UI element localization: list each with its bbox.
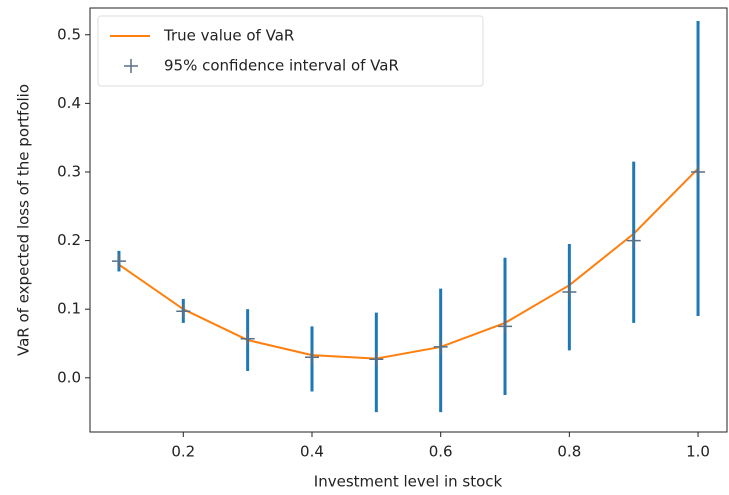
marker xyxy=(176,304,191,319)
marker xyxy=(433,339,448,354)
legend-label: 95% confidence interval of VaR xyxy=(164,57,399,75)
y-tick-label: 0.0 xyxy=(57,368,81,386)
y-tick-label: 0.1 xyxy=(57,300,81,318)
legend-marker xyxy=(124,59,138,73)
marker xyxy=(111,254,126,269)
marker xyxy=(369,352,384,367)
marker xyxy=(304,350,319,365)
marker xyxy=(498,319,513,334)
x-tick-label: 0.8 xyxy=(557,443,581,461)
y-tick-label: 0.3 xyxy=(57,162,81,180)
y-tick-label: 0.5 xyxy=(57,25,81,43)
x-tick-label: 1.0 xyxy=(686,443,710,461)
legend-box xyxy=(97,15,484,87)
line-series xyxy=(118,167,699,360)
x-tick-label: 0.2 xyxy=(171,443,195,461)
marker xyxy=(626,233,641,248)
y-axis-label: VaR of expected loss of the portfolio xyxy=(15,84,33,356)
marker xyxy=(562,285,577,300)
marker xyxy=(691,164,706,179)
x-axis-label: Investment level in stock xyxy=(314,473,503,491)
y-tick-label: 0.4 xyxy=(57,94,81,112)
legend-label: True value of VaR xyxy=(163,27,294,45)
x-tick-label: 0.4 xyxy=(300,443,324,461)
plot-frame xyxy=(89,7,728,433)
marker xyxy=(240,331,255,346)
y-tick-label: 0.2 xyxy=(57,231,81,249)
x-tick-label: 0.6 xyxy=(429,443,453,461)
